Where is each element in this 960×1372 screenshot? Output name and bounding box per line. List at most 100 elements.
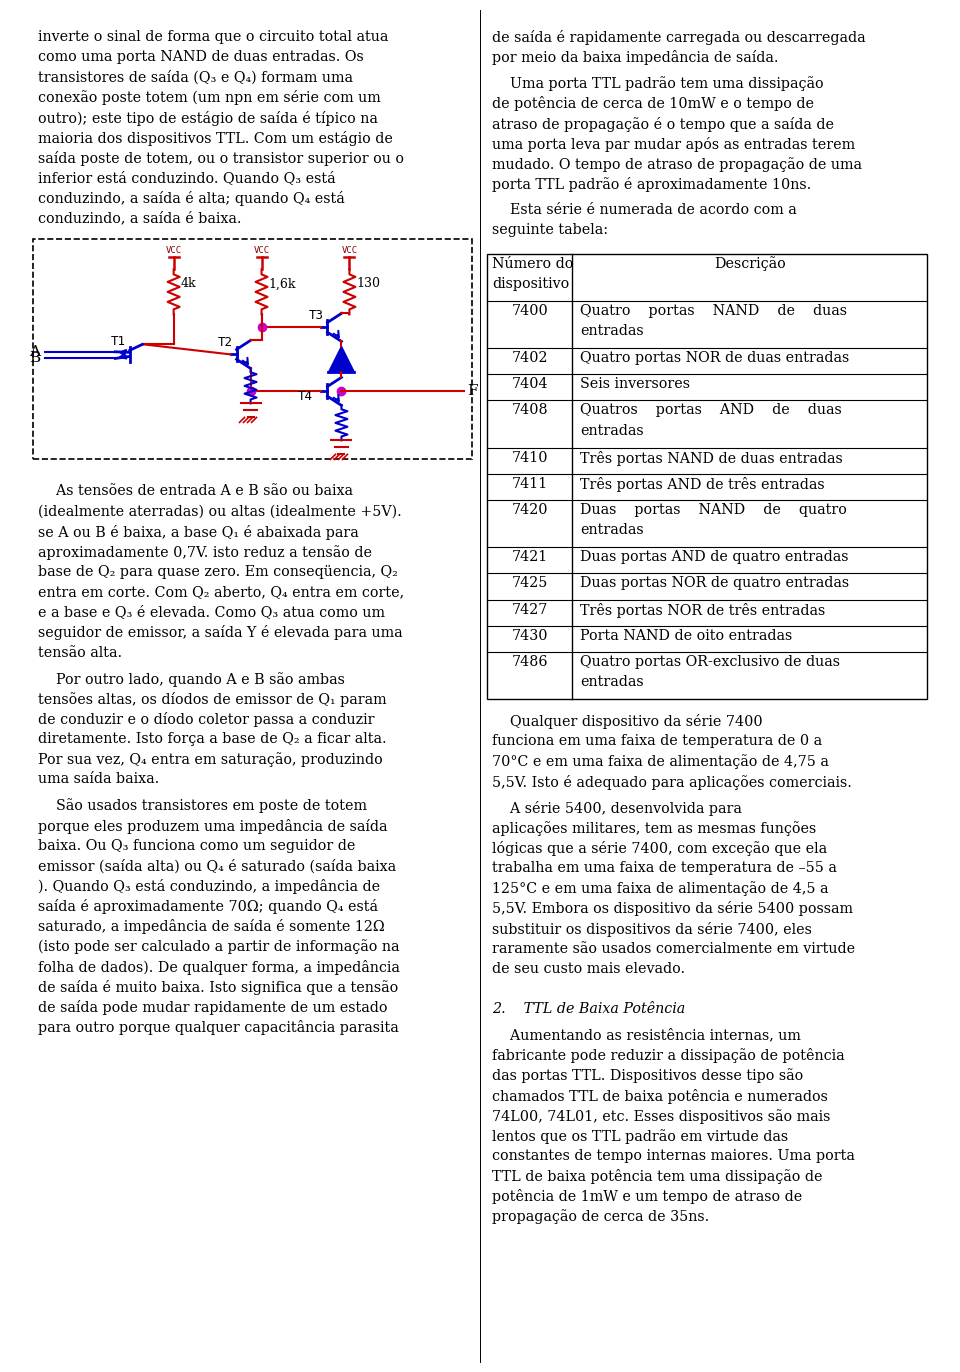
Text: seguinte tabela:: seguinte tabela: xyxy=(492,224,609,237)
Text: 7404: 7404 xyxy=(512,377,548,391)
Text: base de Q₂ para quase zero. Em conseqüencia, Q₂: base de Q₂ para quase zero. Em conseqüen… xyxy=(38,565,397,579)
Text: T1: T1 xyxy=(110,335,126,348)
Text: T2: T2 xyxy=(218,336,232,348)
Text: lentos que os TTL padrão em virtude das: lentos que os TTL padrão em virtude das xyxy=(492,1129,788,1144)
Text: Quatro portas NOR de duas entradas: Quatro portas NOR de duas entradas xyxy=(581,351,850,365)
Text: fabricante pode reduzir a dissipação de potência: fabricante pode reduzir a dissipação de … xyxy=(492,1048,845,1063)
Text: 4k: 4k xyxy=(180,277,196,291)
Text: Descrição: Descrição xyxy=(714,257,785,272)
Text: porque eles produzem uma impedância de saída: porque eles produzem uma impedância de s… xyxy=(38,819,388,834)
Text: saturado, a impedância de saída é somente 12Ω: saturado, a impedância de saída é soment… xyxy=(38,919,385,934)
Text: Por outro lado, quando A e B são ambas: Por outro lado, quando A e B são ambas xyxy=(38,672,345,686)
Text: As tensões de entrada A e B são ou baixa: As tensões de entrada A e B são ou baixa xyxy=(38,484,353,498)
Text: 7425: 7425 xyxy=(512,576,548,590)
Text: VCC: VCC xyxy=(165,247,181,255)
Text: F: F xyxy=(468,384,478,398)
Text: (isto pode ser calculado a partir de informação na: (isto pode ser calculado a partir de inf… xyxy=(38,940,399,955)
Text: 5,5V. Embora os dispositivo da série 5400 possam: 5,5V. Embora os dispositivo da série 540… xyxy=(492,901,853,916)
Text: de potência de cerca de 10mW e o tempo de: de potência de cerca de 10mW e o tempo d… xyxy=(492,96,814,111)
Text: Três portas AND de três entradas: Três portas AND de três entradas xyxy=(581,477,826,491)
Text: constantes de tempo internas maiores. Uma porta: constantes de tempo internas maiores. Um… xyxy=(492,1150,855,1163)
Text: outro); este tipo de estágio de saída é típico na: outro); este tipo de estágio de saída é … xyxy=(38,111,378,126)
Text: entradas: entradas xyxy=(581,523,644,538)
Text: se A ou B é baixa, a base Q₁ é abaixada para: se A ou B é baixa, a base Q₁ é abaixada … xyxy=(38,524,359,539)
Text: 70°C e em uma faixa de alimentação de 4,75 a: 70°C e em uma faixa de alimentação de 4,… xyxy=(492,755,829,770)
Text: 7400: 7400 xyxy=(512,303,548,318)
Text: atraso de propagação é o tempo que a saída de: atraso de propagação é o tempo que a saí… xyxy=(492,117,834,132)
Text: VCC: VCC xyxy=(342,247,357,255)
Text: folha de dados). De qualquer forma, a impedância: folha de dados). De qualquer forma, a im… xyxy=(38,959,400,974)
Text: 5,5V. Isto é adequado para aplicações comerciais.: 5,5V. Isto é adequado para aplicações co… xyxy=(492,775,852,789)
Text: das portas TTL. Dispositivos desse tipo são: das portas TTL. Dispositivos desse tipo … xyxy=(492,1069,804,1084)
Text: tensão alta.: tensão alta. xyxy=(38,645,122,660)
Text: uma porta leva par mudar após as entradas terem: uma porta leva par mudar após as entrada… xyxy=(492,137,855,152)
Text: propagação de cerca de 35ns.: propagação de cerca de 35ns. xyxy=(492,1210,709,1224)
FancyBboxPatch shape xyxy=(33,239,472,460)
Text: 7411: 7411 xyxy=(512,477,548,491)
Text: Três portas NAND de duas entradas: Três portas NAND de duas entradas xyxy=(581,451,843,465)
Text: Porta NAND de oito entradas: Porta NAND de oito entradas xyxy=(581,628,793,642)
Text: 130: 130 xyxy=(356,277,380,291)
Text: Duas    portas    NAND    de    quatro: Duas portas NAND de quatro xyxy=(581,504,848,517)
Text: 7420: 7420 xyxy=(512,504,548,517)
Text: potência de 1mW e um tempo de atraso de: potência de 1mW e um tempo de atraso de xyxy=(492,1190,803,1205)
Text: Duas portas NOR de quatro entradas: Duas portas NOR de quatro entradas xyxy=(581,576,850,590)
Text: TTL de baixa potência tem uma dissipação de: TTL de baixa potência tem uma dissipação… xyxy=(492,1169,823,1184)
Text: Quatro    portas    NAND    de    duas: Quatro portas NAND de duas xyxy=(581,303,848,318)
Text: transistores de saída (Q₃ e Q₄) formam uma: transistores de saída (Q₃ e Q₄) formam u… xyxy=(38,70,353,85)
Text: 125°C e em uma faixa de alimentação de 4,5 a: 125°C e em uma faixa de alimentação de 4… xyxy=(492,881,829,896)
Text: Quatro portas OR-exclusivo de duas: Quatro portas OR-exclusivo de duas xyxy=(581,654,841,670)
Text: A: A xyxy=(29,344,40,359)
Text: e a base e Q₃ é elevada. Como Q₃ atua como um: e a base e Q₃ é elevada. Como Q₃ atua co… xyxy=(38,605,385,619)
Text: São usados transistores em poste de totem: São usados transistores em poste de tote… xyxy=(38,799,367,814)
Text: Número do: Número do xyxy=(492,257,574,270)
Text: A série 5400, desenvolvida para: A série 5400, desenvolvida para xyxy=(492,801,742,816)
Text: de saída é muito baixa. Isto significa que a tensão: de saída é muito baixa. Isto significa q… xyxy=(38,980,398,995)
Text: Esta série é numerada de acordo com a: Esta série é numerada de acordo com a xyxy=(492,203,797,217)
Text: entradas: entradas xyxy=(581,424,644,438)
Text: 7421: 7421 xyxy=(512,550,548,564)
Text: inverte o sinal de forma que o circuito total atua: inverte o sinal de forma que o circuito … xyxy=(38,30,389,44)
Text: 7402: 7402 xyxy=(512,351,548,365)
Text: T3: T3 xyxy=(308,309,324,322)
Text: 7427: 7427 xyxy=(512,602,548,616)
Text: entra em corte. Com Q₂ aberto, Q₄ entra em corte,: entra em corte. Com Q₂ aberto, Q₄ entra … xyxy=(38,584,404,600)
Text: raramente são usados comercialmente em virtude: raramente são usados comercialmente em v… xyxy=(492,941,855,956)
Text: dispositivo: dispositivo xyxy=(492,277,569,291)
Text: de conduzir e o díodo coletor passa a conduzir: de conduzir e o díodo coletor passa a co… xyxy=(38,712,374,727)
Text: para outro porque qualquer capacitância parasita: para outro porque qualquer capacitância … xyxy=(38,1021,398,1034)
Bar xyxy=(488,254,927,700)
Text: ). Quando Q₃ está conduzindo, a impedância de: ). Quando Q₃ está conduzindo, a impedânc… xyxy=(38,879,380,895)
Text: trabalha em uma faixa de temperatura de –55 a: trabalha em uma faixa de temperatura de … xyxy=(492,862,837,875)
Text: emissor (saída alta) ou Q₄ é saturado (saída baixa: emissor (saída alta) ou Q₄ é saturado (s… xyxy=(38,859,396,874)
Text: seguidor de emissor, a saída Y é elevada para uma: seguidor de emissor, a saída Y é elevada… xyxy=(38,626,402,641)
Text: 7486: 7486 xyxy=(512,654,548,670)
Text: VCC: VCC xyxy=(253,247,270,255)
Text: mudado. O tempo de atraso de propagação de uma: mudado. O tempo de atraso de propagação … xyxy=(492,156,862,172)
Text: aplicações militares, tem as mesmas funções: aplicações militares, tem as mesmas funç… xyxy=(492,820,817,836)
Text: lógicas que a série 7400, com exceção que ela: lógicas que a série 7400, com exceção qu… xyxy=(492,841,828,856)
Text: como uma porta NAND de duas entradas. Os: como uma porta NAND de duas entradas. Os xyxy=(38,51,364,64)
Text: 74L00, 74L01, etc. Esses dispositivos são mais: 74L00, 74L01, etc. Esses dispositivos sã… xyxy=(492,1109,830,1124)
Text: diretamente. Isto força a base de Q₂ a ficar alta.: diretamente. Isto força a base de Q₂ a f… xyxy=(38,733,387,746)
Text: Seis inversores: Seis inversores xyxy=(581,377,690,391)
Text: 7430: 7430 xyxy=(512,628,548,642)
Text: Três portas NOR de três entradas: Três portas NOR de três entradas xyxy=(581,602,826,617)
Text: saída é aproximadamente 70Ω; quando Q₄ está: saída é aproximadamente 70Ω; quando Q₄ e… xyxy=(38,899,378,914)
Text: maioria dos dispositivos TTL. Com um estágio de: maioria dos dispositivos TTL. Com um est… xyxy=(38,130,393,145)
Text: tensões altas, os díodos de emissor de Q₁ param: tensões altas, os díodos de emissor de Q… xyxy=(38,691,387,707)
Text: conduzindo, a saída é alta; quando Q₄ está: conduzindo, a saída é alta; quando Q₄ es… xyxy=(38,191,345,206)
Text: (idealmente aterradas) ou altas (idealmente +5V).: (idealmente aterradas) ou altas (idealme… xyxy=(38,505,401,519)
Text: 7410: 7410 xyxy=(512,451,548,465)
Polygon shape xyxy=(328,346,354,372)
Text: funciona em uma faixa de temperatura de 0 a: funciona em uma faixa de temperatura de … xyxy=(492,734,823,748)
Text: saída poste de totem, ou o transistor superior ou o: saída poste de totem, ou o transistor su… xyxy=(38,151,404,166)
Text: de seu custo mais elevado.: de seu custo mais elevado. xyxy=(492,962,685,975)
Text: de saída é rapidamente carregada ou descarregada: de saída é rapidamente carregada ou desc… xyxy=(492,30,866,45)
Text: Quatros    portas    AND    de    duas: Quatros portas AND de duas xyxy=(581,403,842,417)
Text: aproximadamente 0,7V. isto reduz a tensão de: aproximadamente 0,7V. isto reduz a tensã… xyxy=(38,545,372,560)
Text: substituir os dispositivos da série 7400, eles: substituir os dispositivos da série 7400… xyxy=(492,922,812,937)
Text: conduzindo, a saída é baixa.: conduzindo, a saída é baixa. xyxy=(38,211,242,225)
Text: porta TTL padrão é aproximadamente 10ns.: porta TTL padrão é aproximadamente 10ns. xyxy=(492,177,812,192)
Text: 1,6k: 1,6k xyxy=(269,277,296,291)
